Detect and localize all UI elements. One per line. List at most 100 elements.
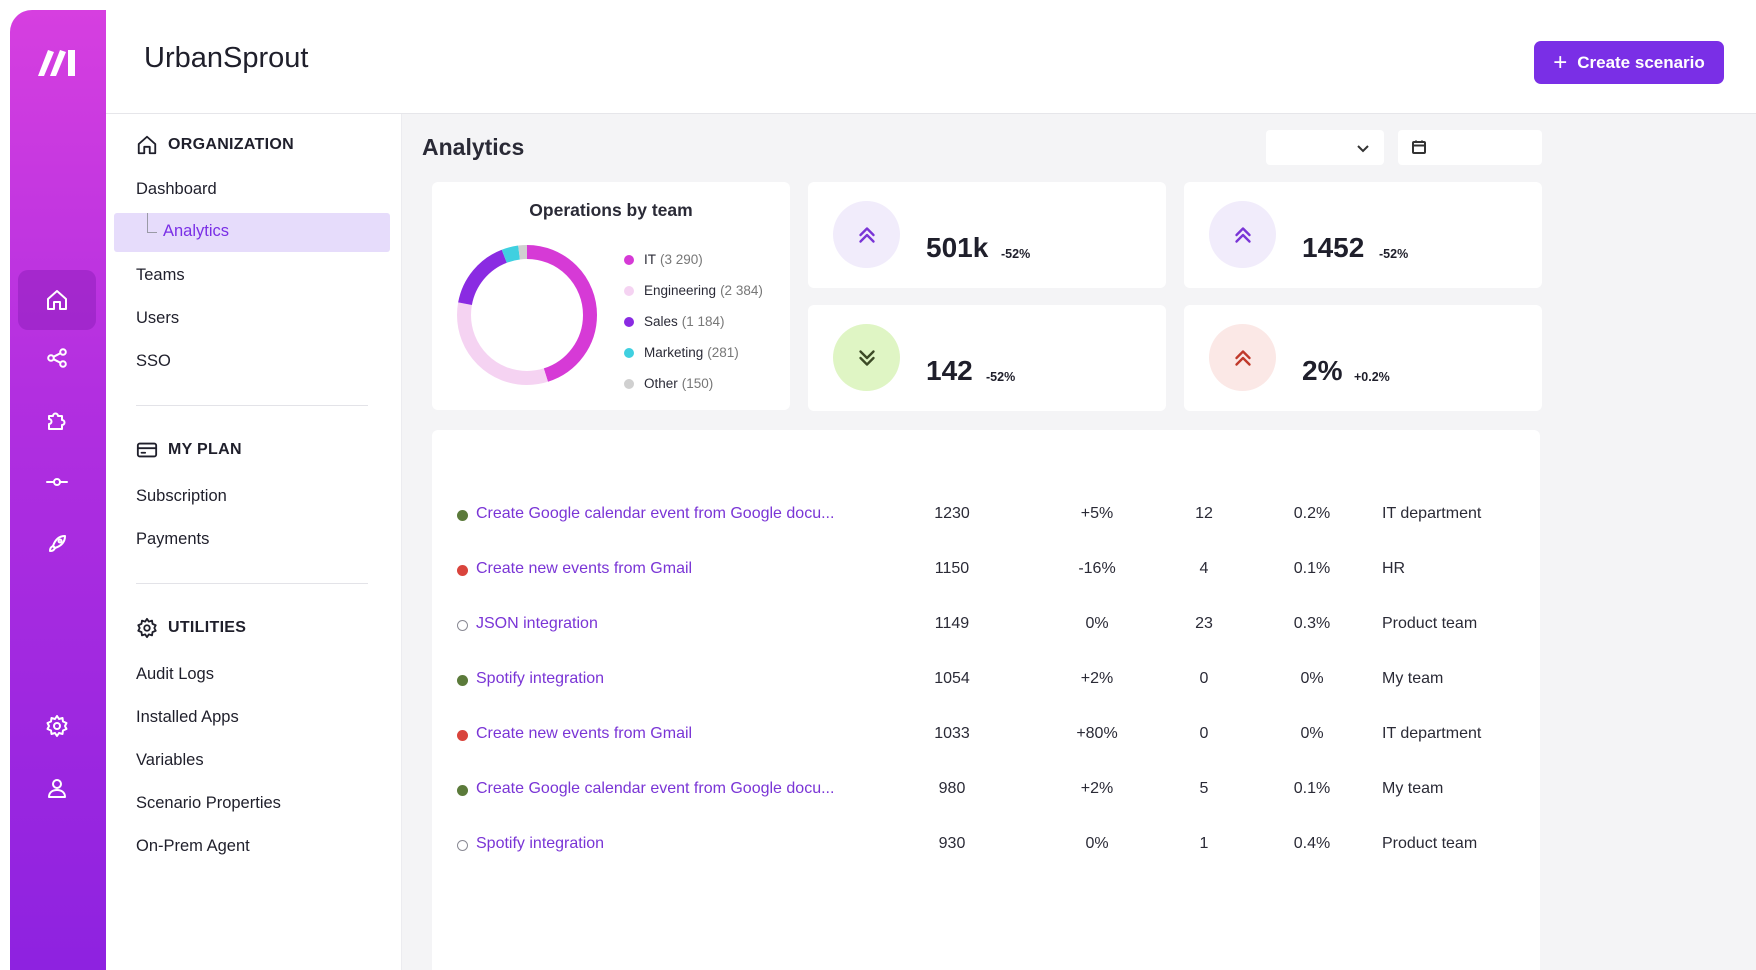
subnav-item-variables[interactable]: Variables <box>136 751 204 769</box>
legend-item: Other (150) <box>624 368 763 399</box>
rail-home-button[interactable] <box>18 270 96 330</box>
subnav-item-analytics[interactable]: Analytics <box>114 213 390 252</box>
team-cell: IT department <box>1382 505 1482 522</box>
table-row[interactable]: Spotify integration 930 0% 1 0.4% Product tea… <box>432 831 1540 886</box>
chevrons-up-icon <box>1234 349 1251 366</box>
stat-icon-bg <box>1209 324 1276 391</box>
subnav-item-subscription[interactable]: Subscription <box>136 487 227 505</box>
operations-cell: 1230 <box>934 505 970 522</box>
subnav-item-installed-apps[interactable]: Installed Apps <box>136 708 239 726</box>
subnav-item-on-prem-agent[interactable]: On-Prem Agent <box>136 837 250 855</box>
table-row[interactable]: Spotify integration 1054 +2% 0 0% My team <box>432 666 1540 721</box>
legend-swatch <box>624 254 634 265</box>
stat-delta: +0.2% <box>1354 370 1390 384</box>
operations-cell: 1033 <box>934 725 970 742</box>
team-cell: My team <box>1382 670 1444 687</box>
status-dot <box>457 510 468 521</box>
table-row[interactable]: Create Google calendar event from Google… <box>432 776 1540 831</box>
legend-count: (3 290) <box>660 252 703 267</box>
rail-apps-button[interactable] <box>18 390 96 450</box>
stat-value: 2% <box>1302 355 1343 386</box>
make-logo[interactable] <box>36 46 80 78</box>
chart-title: Operations by team <box>529 200 693 220</box>
scenario-link[interactable]: Create Google calendar event from Google… <box>476 505 835 522</box>
scenario-link[interactable]: Create new events from Gmail <box>476 725 693 742</box>
status-dot <box>457 620 468 631</box>
subnav-item-sso[interactable]: SSO <box>136 352 171 370</box>
legend-label: Engineering <box>644 283 717 298</box>
rail-launch-button[interactable] <box>18 514 96 574</box>
scenario-link[interactable]: Spotify integration <box>476 835 605 852</box>
status-dot <box>457 785 468 796</box>
gear-icon <box>137 617 157 639</box>
stat-delta: -52% <box>986 370 1016 384</box>
legend-count: (1 184) <box>681 314 725 329</box>
count-cell: 0 <box>1199 725 1209 742</box>
gear-icon <box>46 715 68 737</box>
rail-connections-button[interactable] <box>18 452 96 512</box>
scenario-link[interactable]: Spotify integration <box>476 670 605 687</box>
status-dot <box>457 675 468 686</box>
table-row[interactable]: JSON integration 1149 0% 23 0.3% Product team <box>432 611 1540 666</box>
count-cell: 0 <box>1199 670 1209 687</box>
scenario-link[interactable]: Create Google calendar event from Google… <box>476 780 835 797</box>
create-scenario-label: Create scenario <box>1577 52 1705 72</box>
app-window: UrbanSprout + Create scenario ORGANIZATI… <box>10 10 1756 970</box>
change-cell: -16% <box>1078 560 1116 577</box>
rail-settings-button[interactable] <box>18 696 96 756</box>
scenario-link[interactable]: Create new events from Gmail <box>476 560 693 577</box>
date-range-picker[interactable] <box>1398 130 1542 165</box>
legend-item: Marketing (281) <box>624 337 763 368</box>
subnav-item-scenario-properties[interactable]: Scenario Properties <box>136 794 281 812</box>
share-cell: 0.3% <box>1293 615 1331 632</box>
table-row[interactable]: Create new events from Gmail 1033 +80% 0 0% I… <box>432 721 1540 776</box>
subnav-item-audit-logs[interactable]: Audit Logs <box>136 665 214 683</box>
scenario-link[interactable]: JSON integration <box>476 615 598 632</box>
stat-delta: -52% <box>1379 247 1409 261</box>
change-cell: 0% <box>1085 615 1109 632</box>
subnav-item-users[interactable]: Users <box>136 309 180 327</box>
main-content: Analytics Operations by team IT (3 290) En… <box>402 114 1756 970</box>
chevrons-down-icon <box>858 349 875 366</box>
stat-card-operations: 501k -52% <box>808 182 1166 288</box>
puzzle-icon <box>48 412 66 430</box>
donut-chart <box>457 245 597 385</box>
subnav-item-payments[interactable]: Payments <box>136 530 210 548</box>
rail-profile-button[interactable] <box>18 758 96 818</box>
calendar-icon <box>1412 140 1426 154</box>
team-filter-select[interactable] <box>1266 130 1384 165</box>
legend-label: IT <box>644 252 656 267</box>
table-row[interactable]: Create Google calendar event from Google… <box>432 501 1540 556</box>
left-rail <box>10 10 106 970</box>
change-cell: +2% <box>1080 780 1114 797</box>
create-scenario-button[interactable]: + Create scenario <box>1534 41 1724 84</box>
operations-cell: 980 <box>938 780 966 797</box>
team-cell: Product team <box>1382 835 1478 852</box>
rail-scenarios-button[interactable] <box>18 328 96 388</box>
tree-connector <box>147 213 157 233</box>
subnav-item-teams[interactable]: Teams <box>136 266 185 284</box>
top-header: UrbanSprout + Create scenario <box>106 10 1756 114</box>
operations-by-team-card: Operations by team IT (3 290) Engineering (… <box>432 182 790 410</box>
team-cell: IT department <box>1382 725 1482 742</box>
team-cell: My team <box>1382 780 1444 797</box>
stat-value: 1452 <box>1302 232 1365 263</box>
subnav-item-dashboard[interactable]: Dashboard <box>136 180 217 198</box>
organization-name: UrbanSprout <box>144 42 309 74</box>
status-dot <box>457 840 468 851</box>
home-icon <box>137 135 157 155</box>
status-dot <box>457 565 468 576</box>
organization-subnav: ORGANIZATION Dashboard Analytics Teams U… <box>106 114 402 970</box>
share-cell: 0% <box>1300 670 1324 687</box>
legend-label: Other <box>644 376 678 391</box>
scenario-table: Create Google calendar event from Google… <box>432 430 1540 970</box>
table-row[interactable]: Create new events from Gmail 1150 -16% 4 0.1… <box>432 556 1540 611</box>
legend-swatch <box>624 285 634 296</box>
subnav-divider <box>136 583 368 584</box>
rocket-icon <box>49 535 66 552</box>
legend-swatch <box>624 316 634 327</box>
legend-item: Sales (1 184) <box>624 306 763 337</box>
chevron-down-icon <box>1357 145 1369 153</box>
stat-card-error-rate: 2% +0.2% <box>1184 305 1542 411</box>
chevrons-up-icon <box>858 226 875 243</box>
